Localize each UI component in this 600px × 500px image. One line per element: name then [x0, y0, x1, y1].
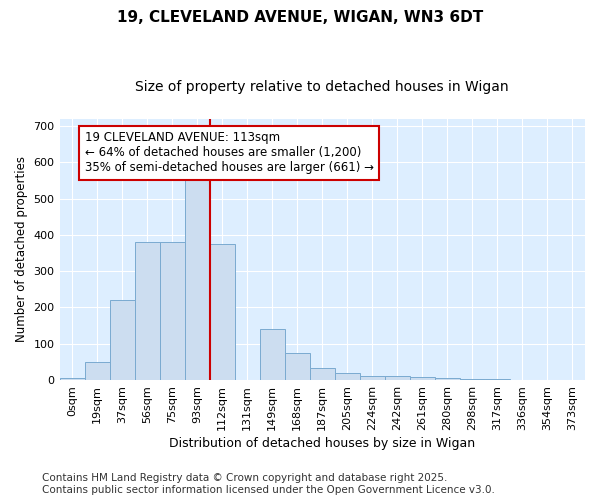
X-axis label: Distribution of detached houses by size in Wigan: Distribution of detached houses by size …: [169, 437, 475, 450]
Title: Size of property relative to detached houses in Wigan: Size of property relative to detached ho…: [136, 80, 509, 94]
Y-axis label: Number of detached properties: Number of detached properties: [15, 156, 28, 342]
Bar: [134, 242, 160, 380]
Bar: [335, 373, 360, 380]
Bar: [285, 353, 310, 380]
Bar: [260, 330, 285, 380]
Bar: [385, 376, 410, 380]
Bar: [85, 362, 110, 380]
Bar: [435, 378, 460, 380]
Text: 19, CLEVELAND AVENUE, WIGAN, WN3 6DT: 19, CLEVELAND AVENUE, WIGAN, WN3 6DT: [117, 10, 483, 25]
Bar: [160, 242, 185, 380]
Text: 19 CLEVELAND AVENUE: 113sqm
← 64% of detached houses are smaller (1,200)
35% of : 19 CLEVELAND AVENUE: 113sqm ← 64% of det…: [85, 132, 374, 174]
Bar: [110, 300, 134, 380]
Bar: [59, 378, 85, 380]
Bar: [209, 244, 235, 380]
Bar: [310, 368, 335, 380]
Bar: [360, 376, 385, 380]
Bar: [410, 377, 435, 380]
Text: Contains HM Land Registry data © Crown copyright and database right 2025.
Contai: Contains HM Land Registry data © Crown c…: [42, 474, 495, 495]
Bar: [185, 180, 209, 380]
